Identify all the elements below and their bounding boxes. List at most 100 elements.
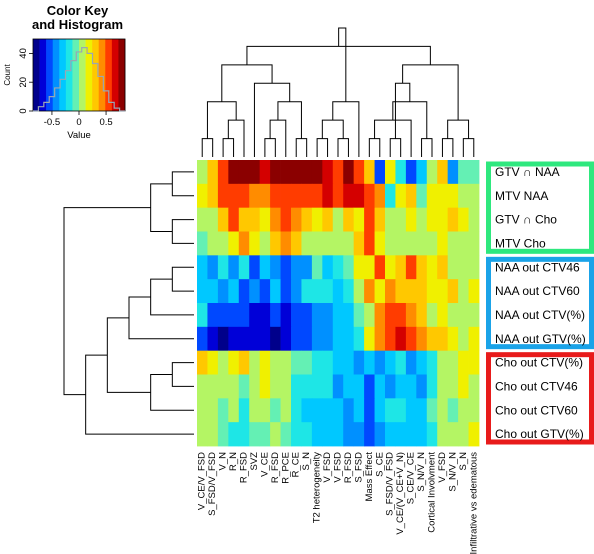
heatmap-cell — [374, 303, 386, 328]
heatmap-cell — [426, 207, 438, 232]
heatmap-cell — [228, 279, 240, 304]
heatmap-cell — [301, 326, 313, 352]
heatmap-cell — [259, 207, 271, 232]
heatmap-cell — [416, 326, 428, 352]
heatmap-cell — [217, 231, 229, 256]
heatmap-cell — [447, 326, 459, 352]
heatmap-cell — [249, 279, 261, 304]
heatmap-cell — [468, 326, 480, 352]
heatmap-cell — [280, 207, 292, 232]
heatmap-cell — [280, 350, 292, 375]
row-label: GTV ∩ NAA — [495, 165, 560, 179]
column-dendrogram-branch — [402, 64, 459, 121]
heatmap-cell — [207, 326, 219, 352]
row-label: NAA out GTV(%) — [495, 332, 586, 346]
heatmap-cell — [395, 279, 407, 304]
heatmap-cell — [259, 255, 271, 280]
heatmap-cell — [291, 207, 302, 232]
heatmap-cell — [322, 207, 334, 232]
heatmap-cell — [426, 279, 438, 304]
heatmap-cell — [447, 255, 459, 280]
row-label: NAA out CTV60 — [495, 284, 580, 298]
color-key-swatch — [98, 39, 106, 111]
heatmap-cell — [217, 303, 229, 328]
row-dendrogram-branch — [63, 207, 151, 396]
heatmap-cell — [228, 326, 240, 352]
heatmap-cell — [259, 326, 271, 352]
heatmap-cell — [405, 303, 417, 328]
column-dendrogram-branch — [338, 27, 347, 102]
heatmap-cell — [426, 160, 438, 185]
row-dendrogram-branch — [171, 171, 194, 197]
heatmap-cell — [228, 160, 240, 185]
heatmap-cell — [343, 160, 355, 185]
heatmap-cell — [385, 303, 396, 328]
row-group-box — [486, 256, 594, 350]
heatmap-cell — [332, 398, 344, 423]
heatmap-cell — [332, 422, 344, 447]
heatmap-cell — [447, 422, 459, 447]
heatmap-cell — [197, 326, 208, 352]
heatmap-cell — [249, 303, 261, 328]
heatmap-cell — [426, 398, 438, 423]
heatmap-cell — [217, 279, 229, 304]
heatmap-cell — [405, 207, 417, 232]
heatmap-cell — [301, 207, 313, 232]
row-dendrogram-branch — [150, 183, 173, 232]
column-dendrogram-branch — [201, 138, 214, 157]
heatmap-cell — [468, 398, 480, 423]
column-dendrogram-branch — [389, 138, 402, 157]
row-label: Cho out GTV(%) — [495, 427, 584, 441]
heatmap-cell — [332, 350, 344, 375]
heatmap-cell — [447, 303, 459, 328]
heatmap-cell — [332, 303, 344, 328]
heatmap-cell — [447, 398, 459, 423]
heatmap-cell — [374, 422, 386, 447]
heatmap-cell — [437, 326, 449, 352]
heatmap-cell — [385, 326, 396, 352]
heatmap-cell — [197, 207, 208, 232]
row-label: GTV ∩ Cho — [495, 213, 557, 227]
heatmap-cell — [353, 183, 365, 209]
column-label: R_CE — [291, 452, 302, 477]
heatmap-cell — [416, 231, 428, 256]
heatmap-cell — [301, 422, 313, 447]
heatmap-cell — [395, 255, 407, 280]
heatmap-cell — [426, 374, 438, 399]
heatmap-cell — [207, 422, 219, 447]
heatmap-cell — [322, 398, 334, 423]
row-label: Cho out CTV60 — [495, 403, 578, 417]
heatmap-cell — [270, 374, 281, 399]
column-label: R_FSD — [239, 452, 250, 483]
heatmap-cell — [395, 326, 407, 352]
heatmap-cell — [322, 374, 334, 399]
column-label: Mass Effect — [364, 452, 375, 502]
heatmap-cell — [468, 183, 480, 209]
heatmap-cell — [405, 279, 417, 304]
heatmap-cell — [353, 231, 365, 256]
heatmap-cell — [280, 303, 292, 328]
row-dendrogram-branch — [171, 266, 194, 292]
heatmap-cell — [280, 160, 292, 185]
heatmap-cell — [228, 398, 240, 423]
heatmap-cell — [291, 350, 302, 375]
column-label: V_CE/(V_CE+V_N) — [395, 452, 406, 535]
column-label: R_FSD — [270, 452, 281, 483]
color-key-y-tick-label: 20 — [18, 77, 29, 88]
heatmap-cell — [395, 374, 407, 399]
heatmap-cell — [458, 160, 469, 185]
heatmap-cell — [405, 422, 417, 447]
heatmap-cell — [426, 255, 438, 280]
heatmap-cell — [291, 279, 302, 304]
heatmap-cell — [468, 231, 480, 256]
heatmap-cell — [238, 350, 250, 375]
column-label: R_FSD — [343, 452, 354, 483]
heatmap-cell — [437, 350, 449, 375]
column-dendrogram-branch — [246, 45, 431, 65]
heatmap-cell — [437, 231, 449, 256]
column-label: R_PCE — [280, 452, 291, 484]
row-dendrogram-branch — [171, 362, 194, 387]
color-key-subtitle: and Histogram — [31, 17, 123, 32]
heatmap-cell — [364, 326, 375, 352]
heatmap-cell — [301, 255, 313, 280]
